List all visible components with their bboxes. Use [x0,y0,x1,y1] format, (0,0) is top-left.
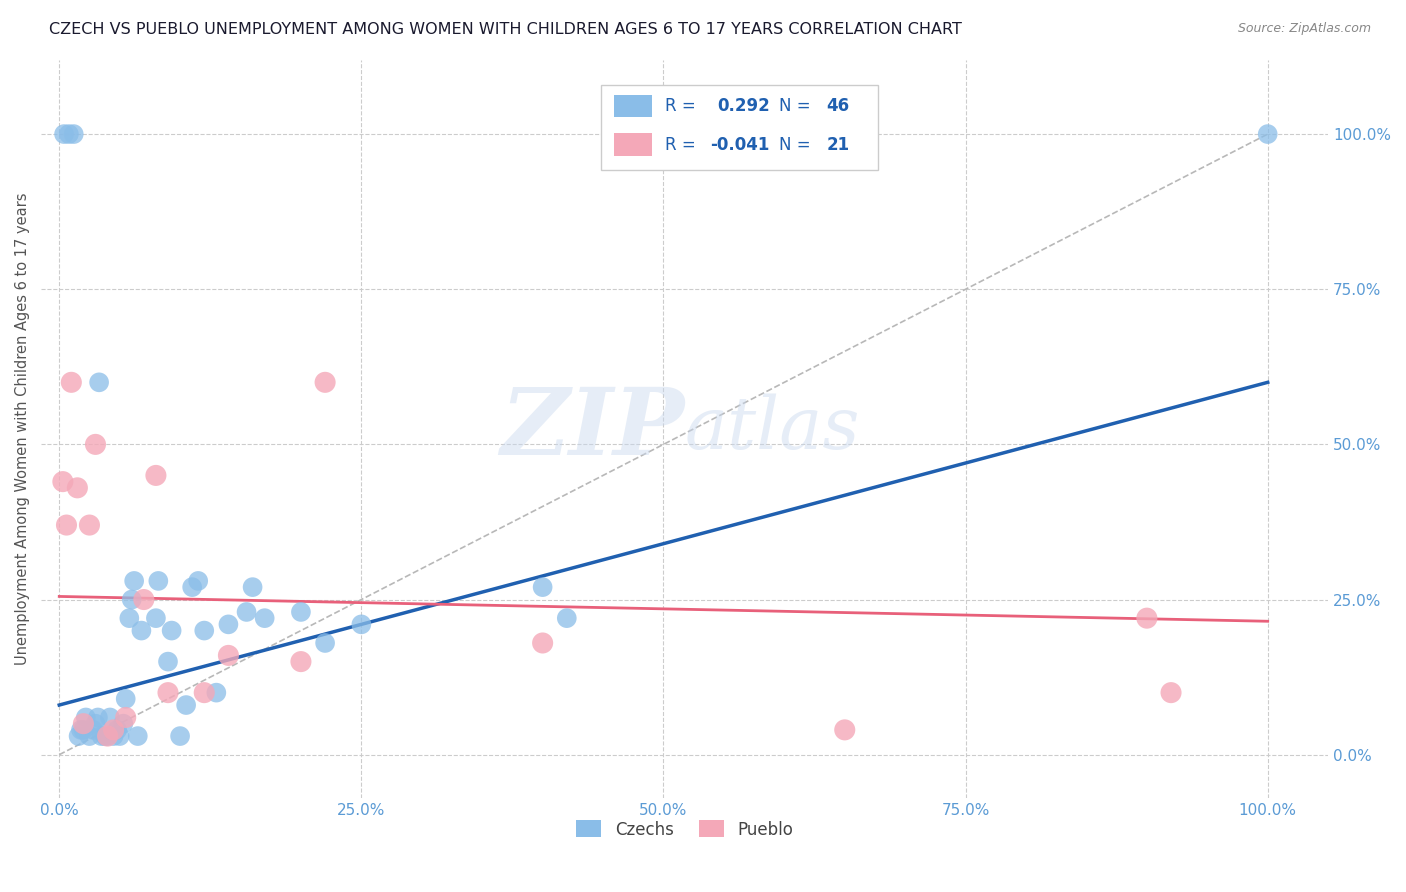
Text: ZIP: ZIP [501,384,685,474]
Point [174,698,197,712]
Point [55,518,77,533]
Text: 46: 46 [827,97,849,115]
Point [350,617,373,632]
Text: R =: R = [665,97,702,115]
Point [75,710,97,724]
Point [145,611,167,625]
Point [118,611,141,625]
Point [834,723,856,737]
Text: atlas: atlas [685,393,860,464]
Point [217,617,239,632]
Text: CZECH VS PUEBLO UNEMPLOYMENT AMONG WOMEN WITH CHILDREN AGES 6 TO 17 YEARS CORREL: CZECH VS PUEBLO UNEMPLOYMENT AMONG WOMEN… [49,22,962,37]
Point [253,611,276,625]
Point [145,468,167,483]
Point [58,127,80,141]
FancyBboxPatch shape [600,86,877,170]
FancyBboxPatch shape [614,95,652,117]
Point [314,636,336,650]
Text: 21: 21 [827,136,849,153]
Point [122,574,145,588]
Text: Source: ZipAtlas.com: Source: ZipAtlas.com [1237,22,1371,36]
Point [114,710,136,724]
Point [193,624,215,638]
Point [156,655,179,669]
Point [87,710,110,724]
Point [121,592,143,607]
Point [98,710,121,724]
Point [103,729,125,743]
Legend: Czechs, Pueblo: Czechs, Pueblo [569,814,800,846]
Point [62,127,84,141]
Point [105,723,128,737]
Point [1136,611,1159,625]
Point [1160,685,1182,699]
Point [131,624,153,638]
Point [205,685,228,699]
Point [160,624,183,638]
Point [148,574,170,588]
Point [82,723,104,737]
Point [531,636,554,650]
Point [290,655,312,669]
Point [108,729,131,743]
Point [156,685,179,699]
Text: N =: N = [779,97,815,115]
Point [60,376,83,390]
Point [181,580,204,594]
Point [132,592,155,607]
Point [52,475,75,489]
Point [187,574,209,588]
Point [70,723,93,737]
Point [555,611,578,625]
FancyBboxPatch shape [614,134,652,155]
Point [67,729,90,743]
Point [103,723,125,737]
Point [94,729,117,743]
Point [290,605,312,619]
Point [84,716,107,731]
Point [84,437,107,451]
Point [90,729,112,743]
Point [79,518,101,533]
Point [72,716,94,731]
Y-axis label: Unemployment Among Women with Children Ages 6 to 17 years: Unemployment Among Women with Children A… [15,193,30,665]
Point [87,376,110,390]
Point [79,729,101,743]
Point [217,648,239,663]
Text: R =: R = [665,136,702,153]
Point [235,605,257,619]
Point [53,127,76,141]
Point [66,481,89,495]
Point [531,580,554,594]
Point [127,729,149,743]
Text: -0.041: -0.041 [710,136,769,153]
Point [72,723,94,737]
Point [97,729,120,743]
Point [97,729,120,743]
Point [1257,127,1279,141]
Point [114,691,136,706]
Point [112,716,135,731]
Point [193,685,215,699]
Text: N =: N = [779,136,815,153]
Point [314,376,336,390]
Text: 0.292: 0.292 [717,97,769,115]
Point [169,729,191,743]
Point [242,580,264,594]
